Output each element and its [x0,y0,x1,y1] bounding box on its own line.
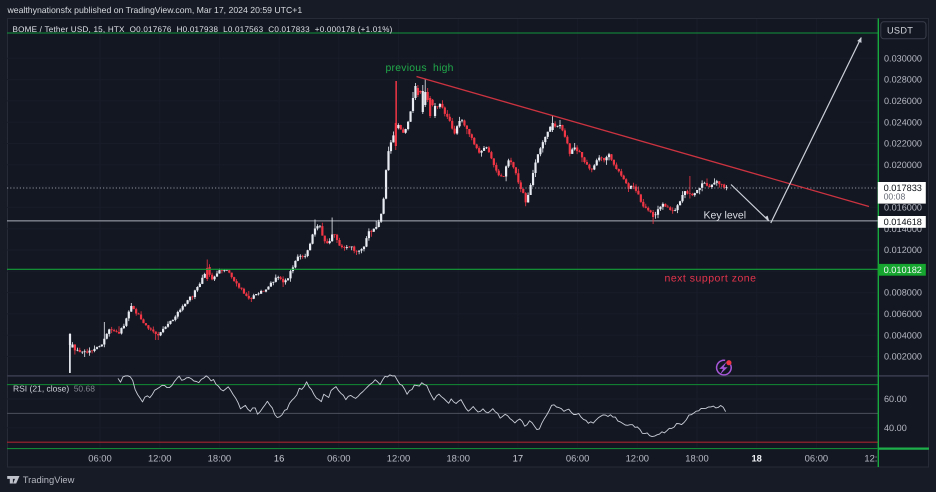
svg-text:12:00: 12:00 [626,453,649,464]
svg-text:0.020000: 0.020000 [884,160,922,170]
svg-text:60.00: 60.00 [884,394,907,404]
svg-text:18: 18 [751,453,761,464]
svg-text:12:00: 12:00 [387,453,410,464]
svg-text:0.008000: 0.008000 [884,288,922,298]
svg-text:00:08: 00:08 [884,192,906,202]
svg-text:12:00: 12:00 [864,453,887,464]
svg-text:USDT: USDT [887,25,913,35]
svg-text:0.006000: 0.006000 [884,309,922,319]
svg-text:0.024000: 0.024000 [884,117,922,127]
svg-text:50.68: 50.68 [74,384,96,394]
svg-text:06:00: 06:00 [88,453,111,464]
svg-text:Key level: Key level [704,210,747,222]
svg-text:0.012000: 0.012000 [884,245,922,255]
svg-text:0.004000: 0.004000 [884,330,922,340]
svg-text:18:00: 18:00 [208,453,231,464]
svg-text:40.00: 40.00 [884,423,907,433]
svg-text:17: 17 [513,453,523,464]
svg-text:12:00: 12:00 [148,453,171,464]
svg-text:RSI (21, close): RSI (21, close) [13,384,69,394]
svg-text:wealthynationsfx published on: wealthynationsfx published on TradingVie… [7,5,303,15]
svg-text:16: 16 [274,453,284,464]
svg-text:0.002000: 0.002000 [884,352,922,362]
svg-text:BOME / Tether USD, 15, HTX O0: BOME / Tether USD, 15, HTX O0.017676 H0.… [13,25,393,34]
svg-text:06:00: 06:00 [327,453,350,464]
svg-text:TradingView: TradingView [23,474,75,485]
svg-text:0.016000: 0.016000 [884,203,922,213]
svg-text:0.017833: 0.017833 [884,183,922,193]
svg-text:0.026000: 0.026000 [884,96,922,106]
svg-text:0.014000: 0.014000 [884,224,922,234]
svg-text:06:00: 06:00 [805,453,828,464]
svg-text:0.014618: 0.014618 [884,217,922,227]
svg-text:previous high: previous high [386,63,454,74]
svg-text:18:00: 18:00 [446,453,469,464]
svg-text:0.030000: 0.030000 [884,53,922,63]
svg-text:18:00: 18:00 [685,453,708,464]
svg-text:0.028000: 0.028000 [884,75,922,85]
svg-text:next support zone: next support zone [665,272,757,284]
svg-text:0.022000: 0.022000 [884,139,922,149]
svg-text:06:00: 06:00 [566,453,589,464]
svg-text:0.010182: 0.010182 [884,265,922,275]
